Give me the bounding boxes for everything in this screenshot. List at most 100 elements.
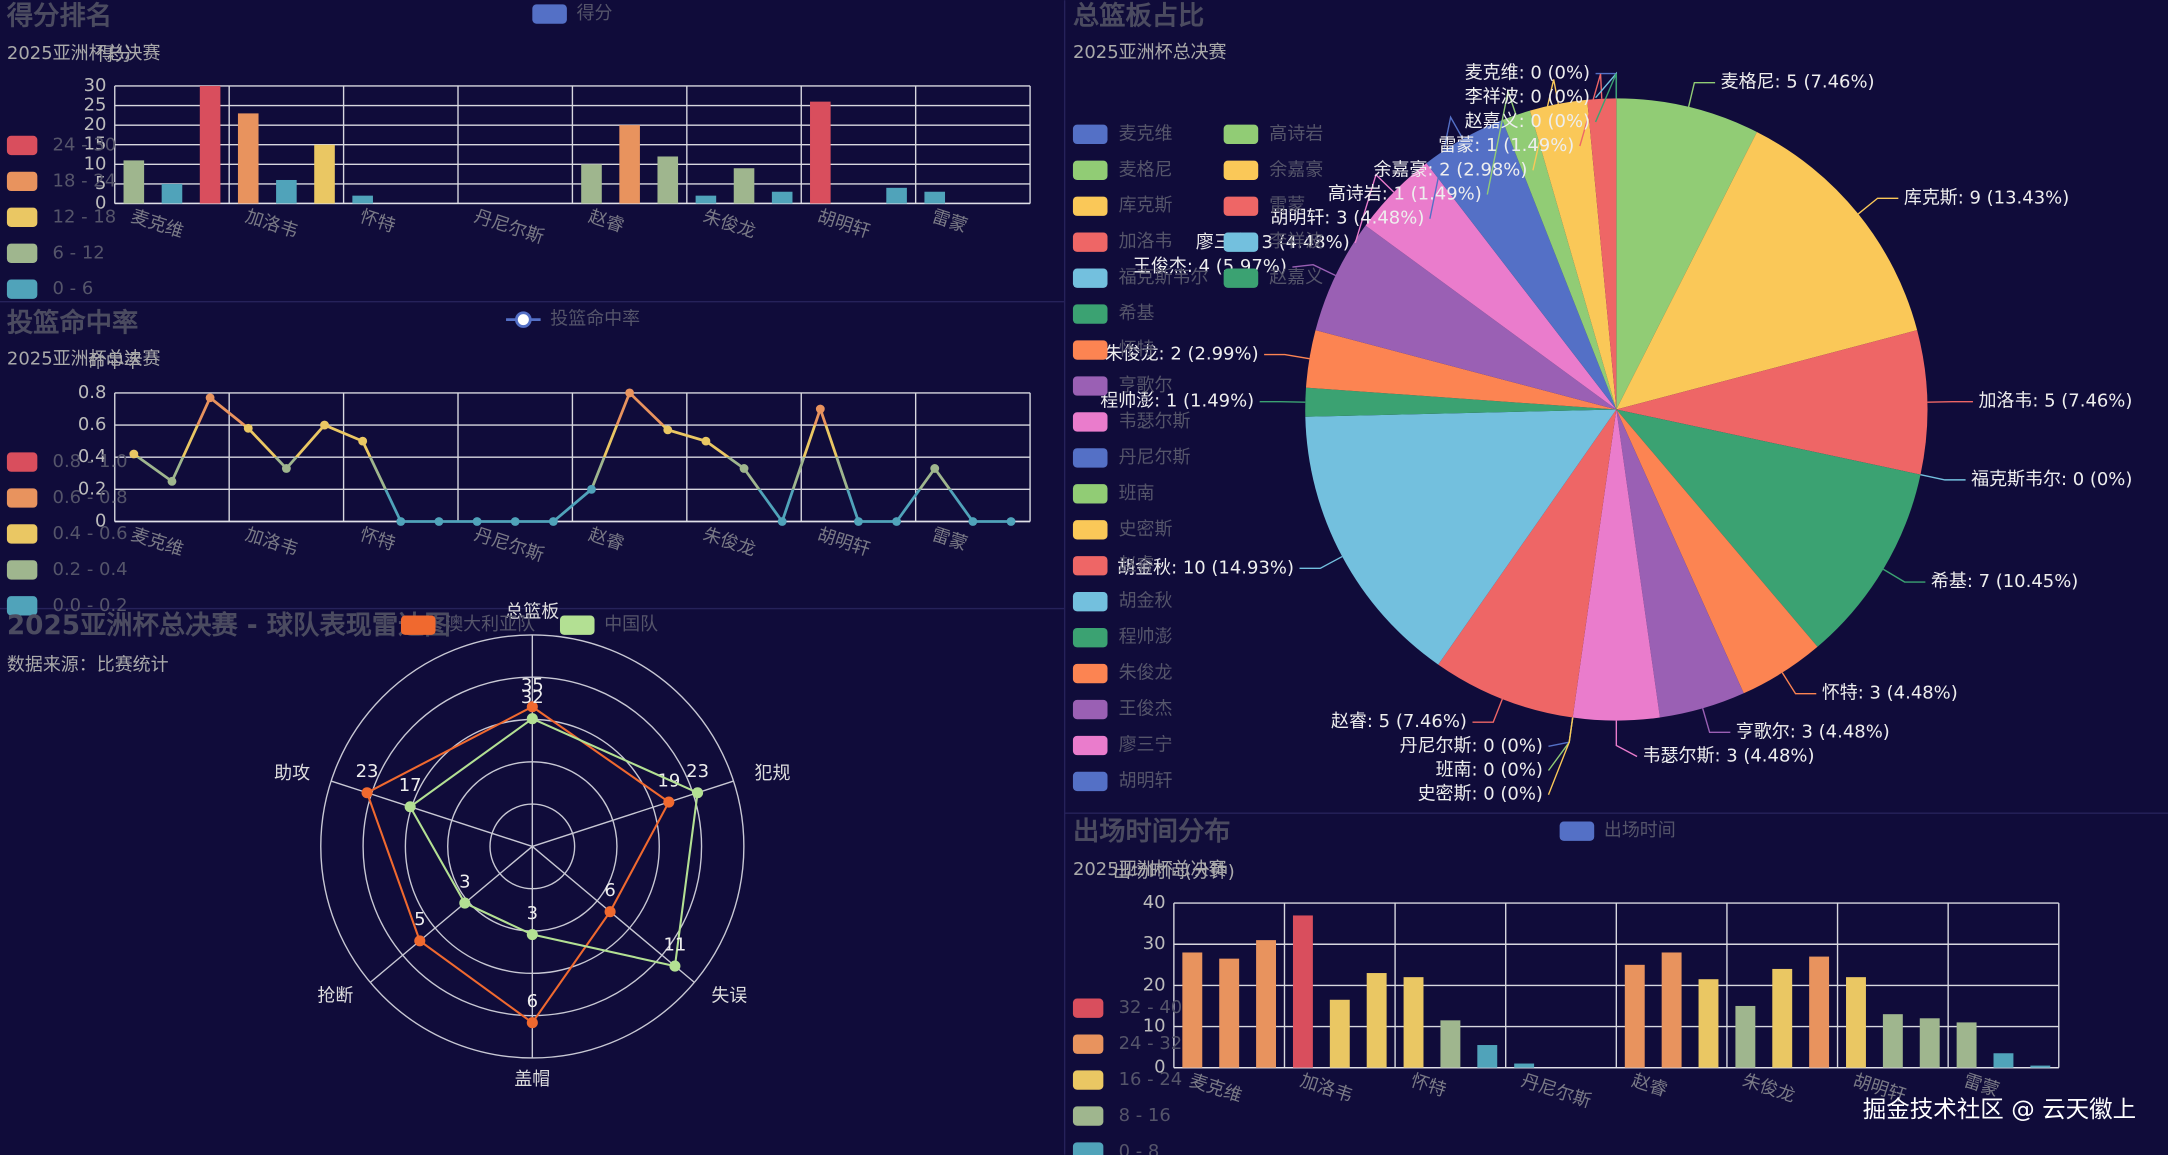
data-label: 李祥波: 0 (0%) [1465, 87, 1590, 108]
radar-indicator: 助攻 [274, 763, 310, 784]
y-tick-label: 15 [84, 134, 107, 155]
legend-label: 麦格尼 [1119, 159, 1173, 180]
pie-label-line [1615, 720, 1638, 758]
legend-icon [1223, 160, 1259, 180]
legend-icon [1072, 304, 1108, 324]
legend-label: 投篮命中率 [550, 309, 640, 330]
legend-label: 韦瑟尔斯 [1119, 411, 1191, 432]
legend-label: 希基 [1119, 303, 1155, 324]
visual-map-label: 0.4 - 0.6 [53, 523, 128, 544]
legend-icon [1072, 735, 1108, 756]
data-label: 希基: 7 (10.45%) [1931, 571, 2078, 592]
pie-label-line [1532, 79, 1559, 171]
legend-icon [1072, 627, 1108, 648]
visual-map-swatch [6, 135, 38, 156]
point [854, 517, 863, 526]
radar-point [526, 1017, 538, 1029]
bar [1772, 968, 1793, 1068]
pie-slice [1315, 225, 1617, 410]
pie-slice [1305, 409, 1617, 665]
data-label: 丹尼尔斯: 0 (0%) [1400, 735, 1543, 756]
data-label: 赵嘉义: 0 (0%) [1465, 111, 1590, 132]
point [129, 449, 139, 459]
legend-icon [1072, 520, 1108, 540]
legend-icon [515, 311, 532, 328]
y-tick-label: 30 [1143, 933, 1166, 954]
pie-label-line [1594, 73, 1618, 123]
pie-label-line [1857, 197, 1899, 215]
point [396, 517, 406, 526]
chart-subtitle: 2025亚洲杯总决赛 [7, 43, 161, 64]
bar [657, 156, 679, 204]
legend-icon [1072, 484, 1108, 504]
legend-label: 库克斯 [1119, 195, 1173, 216]
legend-label: 澳大利亚队 [445, 614, 535, 635]
legend-label: 亨歌尔 [1119, 375, 1173, 396]
visual-map-swatch [6, 243, 38, 263]
data-label: 17 [399, 775, 422, 796]
y-tick-label: 0 [95, 192, 106, 213]
pie-label-line [1687, 82, 1716, 108]
pie-label-line [1264, 353, 1310, 360]
visual-map-swatch [1072, 1142, 1104, 1155]
legend-label: 高诗岩 [1269, 123, 1323, 144]
radar-point [526, 701, 538, 713]
visual-map-label: 0 - 6 [53, 278, 94, 299]
legend-label: 得分 [577, 3, 613, 24]
legend-icon [1072, 376, 1108, 396]
legend-label: 雷蒙 [1269, 195, 1305, 216]
data-label: 胡明轩: 3 (4.48%) [1270, 208, 1424, 229]
data-label: 麦克维: 0 (0%) [1465, 63, 1590, 84]
legend-label: 丹尼尔斯 [1119, 447, 1191, 468]
data-label: 程帅澎: 1 (1.49%) [1100, 391, 1254, 412]
data-label: 史密斯: 0 (0%) [1418, 784, 1543, 805]
chart-title: 总篮板占比 [1073, 0, 1204, 31]
pie-slice [1616, 330, 1928, 475]
pie-slice [1502, 110, 1617, 410]
y-tick-label: 5 [95, 173, 106, 194]
data-label: 余嘉豪: 2 (2.98%) [1373, 159, 1527, 180]
legend-label: 廖三宁 [1119, 734, 1173, 755]
bar [1292, 915, 1313, 1068]
visual-map-label: 32 - 40 [1119, 997, 1183, 1018]
bar [1882, 1014, 1903, 1068]
legend-icon [1072, 340, 1108, 360]
point [167, 476, 177, 486]
legend-label: 麦克维 [1119, 123, 1173, 144]
legend-icon [1223, 196, 1259, 216]
legend-icon [1072, 196, 1108, 216]
radar-point [692, 787, 704, 799]
visual-map-swatch [1072, 998, 1104, 1018]
pie-label-line [1702, 708, 1731, 733]
bar [1809, 956, 1830, 1068]
y-tick-label: 40 [1143, 892, 1166, 913]
data-label: 雷蒙: 1 (1.49%) [1438, 135, 1574, 156]
data-label: 韦瑟尔斯: 3 (4.48%) [1643, 745, 1815, 766]
pie-label-line [1781, 672, 1817, 695]
pie-label-line [1927, 400, 1973, 403]
bar [2030, 1065, 2051, 1068]
bar [1514, 1063, 1535, 1068]
bar [199, 85, 221, 204]
legend-label: 加洛韦 [1119, 231, 1173, 252]
bar [237, 113, 259, 204]
radar-point [361, 787, 373, 799]
legend-label: 班南 [1119, 483, 1155, 504]
legend-icon [1072, 592, 1108, 612]
legend-label: 胡明轩 [1119, 770, 1173, 791]
y-tick-label: 0.8 [78, 382, 107, 403]
visual-map-swatch [6, 171, 38, 192]
chart-title: 得分排名 [6, 0, 112, 31]
pie-label-line [1920, 473, 1966, 481]
bar [1846, 977, 1866, 1068]
radar-point [459, 897, 471, 909]
visual-map-label: 8 - 16 [1119, 1105, 1171, 1126]
bar [619, 125, 640, 204]
visual-map-swatch [6, 524, 38, 544]
visual-map-swatch [6, 488, 38, 508]
legend-label: 福克斯韦尔 [1119, 267, 1209, 288]
legend-label: 王俊杰 [1119, 699, 1173, 720]
legend-icon [1072, 699, 1108, 720]
legend-label: 出场时间 [1604, 820, 1676, 841]
